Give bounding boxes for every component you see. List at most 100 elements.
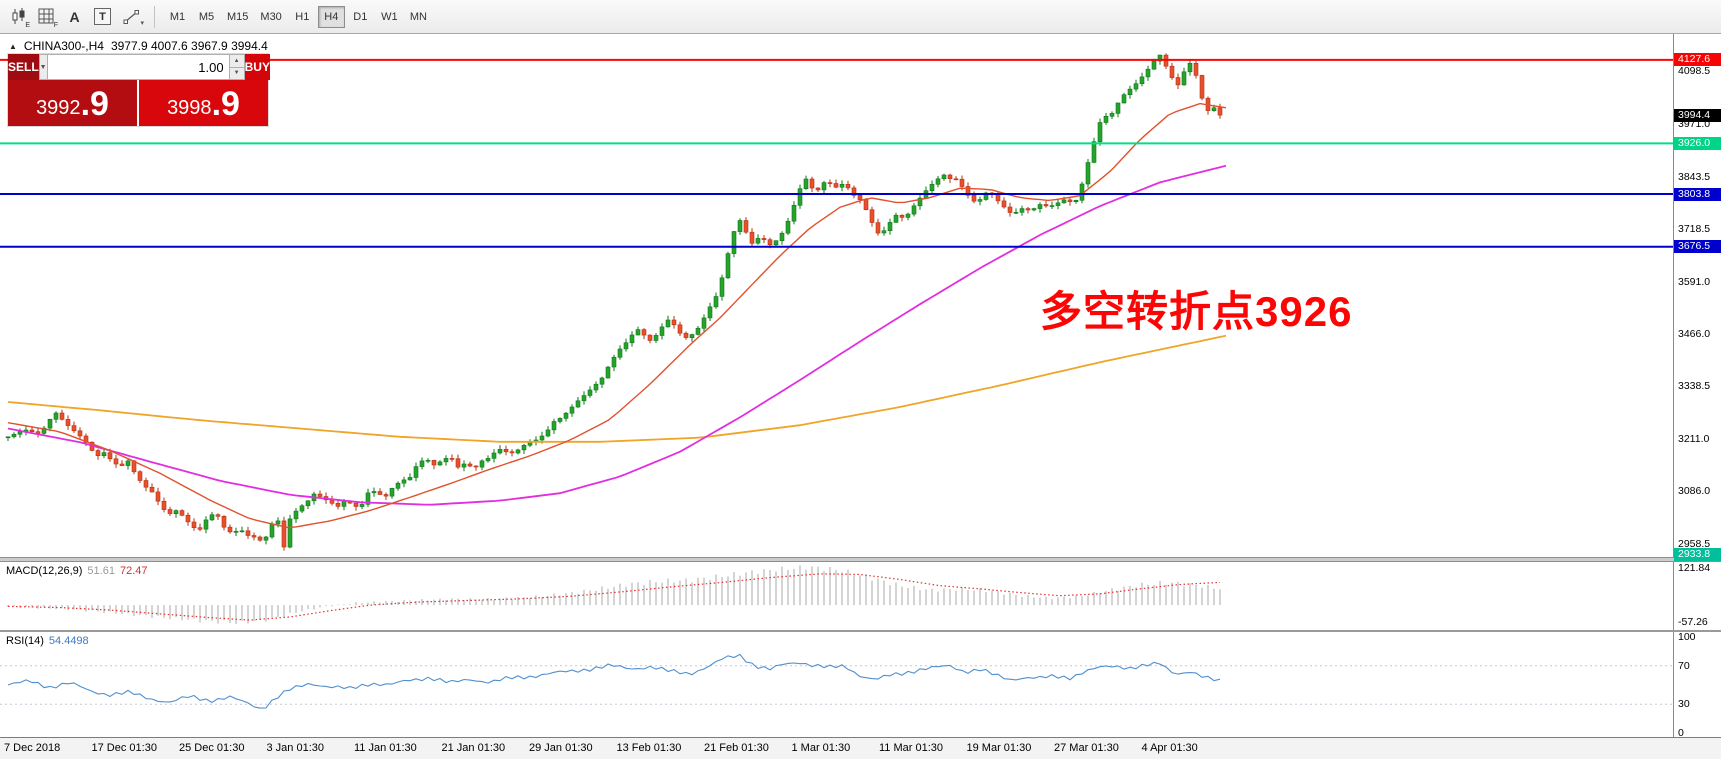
candlestick-chart-icon	[12, 8, 24, 24]
time-axis-label: 11 Mar 01:30	[879, 742, 944, 754]
template-button[interactable]: T	[89, 4, 116, 30]
rsi-axis-label: 100	[1678, 631, 1696, 643]
price-axis-label: 3211.0	[1678, 433, 1710, 446]
time-axis-label: 29 Jan 01:30	[529, 742, 593, 754]
macd-value-1: 51.61	[87, 565, 115, 577]
volume-stepper: ▲ ▼	[228, 55, 244, 79]
volume-decrease-button[interactable]: ▼	[229, 67, 244, 79]
trendline-icon	[123, 9, 139, 24]
timeframe-d1-button[interactable]: D1	[353, 10, 368, 23]
price-axis-label: 4098.5	[1678, 65, 1711, 78]
buy-price-button[interactable]: 3998.9	[139, 80, 268, 126]
price-axis-label: 3926.0	[1674, 136, 1721, 150]
timeframe-h1-button[interactable]: H1	[295, 10, 310, 23]
template-icon: T	[94, 8, 111, 25]
time-axis-label: 27 Mar 01:30	[1054, 742, 1119, 754]
time-axis-label: 1 Mar 01:30	[791, 742, 851, 754]
chart-type-sub-label: E	[25, 21, 30, 29]
rsi-value: 54.4498	[48, 635, 89, 647]
timeframe-w1-button[interactable]: W1	[381, 10, 398, 23]
buy-button[interactable]: BUY	[244, 54, 270, 80]
timeframe-m1-button[interactable]: M1	[169, 10, 186, 23]
macd-name: MACD(12,26,9)	[6, 565, 83, 577]
buy-price-pips: .9	[211, 85, 240, 123]
macd-min-label: -57.26	[1678, 616, 1708, 628]
symbol-header: ▲ CHINA300-,H4 3977.9 4007.6 3967.9 3994…	[9, 39, 268, 53]
price-axis-label: 3994.4	[1674, 108, 1721, 122]
indicators-grid-button[interactable]: F	[33, 4, 60, 30]
macd-chart-canvas	[7, 565, 1221, 624]
timeframe-m30-button[interactable]: M30	[260, 10, 282, 23]
time-axis-label: 11 Jan 01:30	[354, 742, 417, 754]
volume-dropdown-button[interactable]: ▼	[38, 54, 48, 80]
ma-mid-line	[7, 164, 1227, 506]
macd-signal-line	[7, 573, 1221, 621]
trade-panel-price-row: 3992.9 3998.9	[8, 80, 268, 126]
time-axis[interactable]: 7 Dec 2018 17 Dec 01:30 25 Dec 01:30 3 Jan …	[0, 737, 1721, 759]
price-axis-label: 3803.8	[1674, 187, 1721, 201]
volume-input[interactable]	[47, 55, 229, 79]
macd-axis: 121.84 -57.26	[1673, 562, 1721, 630]
macd-indicator-panel[interactable]: MACD(12,26,9) 51.61 72.47 121.84 -57.26	[0, 562, 1721, 630]
sell-price-pips: .9	[80, 85, 109, 123]
chart-toolbar: E F A T ▾ M1 M5 M15 M30 H1	[0, 0, 1721, 34]
candles-layer	[5, 53, 1223, 551]
candlestick-chart-canvas	[0, 53, 1673, 551]
price-axis-label: 3843.5	[1678, 171, 1711, 184]
rsi-line	[7, 653, 1221, 709]
timeframe-h4-button[interactable]: H4	[317, 5, 345, 28]
sell-price-button[interactable]: 3992.9	[8, 80, 137, 126]
sell-price-base: 3992	[36, 97, 81, 119]
rsi-axis: 100 70 30 0	[1673, 631, 1721, 739]
time-axis-label: 21 Jan 01:30	[441, 742, 506, 754]
collapse-arrow-icon[interactable]: ▲	[9, 41, 17, 51]
price-axis-label: 3466.0	[1678, 327, 1711, 340]
rsi-chart-canvas	[0, 653, 1673, 709]
macd-max-label: 121.84	[1678, 562, 1711, 574]
trade-panel-top-row: SELL ▼ ▲ ▼ BUY	[8, 54, 270, 80]
volume-field: ▲ ▼	[47, 54, 245, 80]
price-axis[interactable]: 4127.6 4098.5 3994.4 3971.0 3926.0 3843.5 3803…	[1673, 34, 1721, 562]
buy-price-base: 3998	[167, 97, 212, 119]
rsi-axis-label: 30	[1678, 698, 1690, 711]
time-axis-label: 17 Dec 01:30	[91, 742, 157, 754]
panel-splitter[interactable]	[0, 557, 1721, 562]
time-axis-label: 25 Dec 01:30	[179, 742, 245, 754]
price-axis-label: 3086.0	[1678, 485, 1711, 497]
volume-increase-button[interactable]: ▲	[229, 55, 244, 68]
rsi-label: RSI(14) 54.4498	[6, 635, 94, 647]
price-axis-label: 4127.6	[1674, 53, 1721, 67]
price-axis-label: 3338.5	[1678, 380, 1711, 393]
chevron-down-icon: ▾	[140, 19, 144, 27]
symbol-ohlc: 3977.9 4007.6 3967.9 3994.4	[110, 39, 268, 53]
timeframe-button-group: M1 M5 M15 M30 H1 H4 D1 W1 MN	[164, 5, 434, 28]
time-axis-label: 21 Feb 01:30	[704, 742, 769, 754]
toolbar-separator	[154, 5, 155, 28]
text-tool-icon: A	[69, 8, 80, 25]
time-axis-label: 19 Mar 01:30	[966, 742, 1032, 754]
price-axis-label: 3718.5	[1678, 222, 1711, 235]
text-tool-button[interactable]: A	[61, 4, 88, 30]
price-axis-label: 3591.0	[1678, 275, 1711, 288]
chart-annotation-text: 多空转折点3926	[1040, 288, 1353, 335]
macd-value-2: 72.47	[119, 565, 148, 577]
sell-button[interactable]: SELL	[8, 54, 39, 80]
chevron-down-icon: ▼	[39, 63, 47, 71]
ma-fast-line	[7, 102, 1227, 529]
timeframe-m5-button[interactable]: M5	[198, 10, 215, 23]
timeframe-mn-button[interactable]: MN	[409, 10, 427, 23]
chart-type-button[interactable]: E	[5, 4, 32, 30]
grid-sub-label: F	[53, 21, 58, 29]
price-axis-label: 3676.5	[1674, 240, 1721, 254]
timeframe-m15-button[interactable]: M15	[227, 10, 249, 23]
rsi-indicator-panel[interactable]: RSI(14) 54.4498 100 70 30 0	[0, 631, 1721, 739]
main-chart-panel[interactable]: ▲ CHINA300-,H4 3977.9 4007.6 3967.9 3994…	[0, 34, 1721, 562]
drawing-tools-button[interactable]: ▾	[117, 4, 144, 30]
panel-splitter[interactable]	[0, 630, 1721, 632]
time-axis-label: 13 Feb 01:30	[616, 742, 682, 754]
rsi-name: RSI(14)	[6, 635, 44, 647]
ma-slow-line	[7, 334, 1227, 443]
price-axis-label: 2933.8	[1674, 548, 1721, 562]
symbol-title: CHINA300-,H4	[23, 39, 104, 53]
